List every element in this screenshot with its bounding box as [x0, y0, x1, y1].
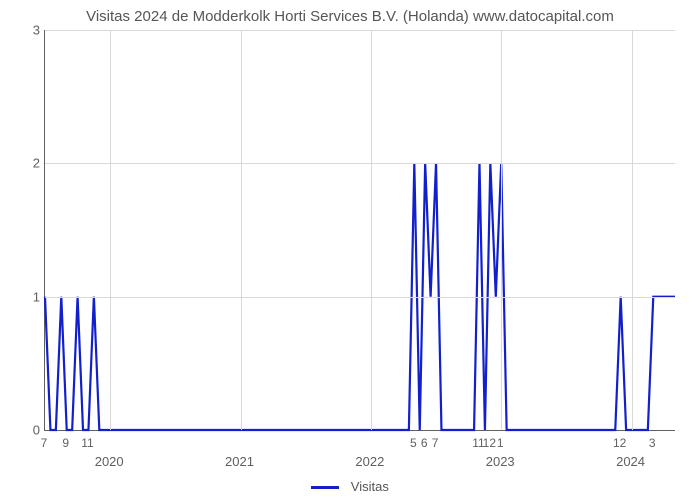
ytick-label: 3	[10, 23, 40, 38]
chart-container: Visitas 2024 de Modderkolk Horti Service…	[0, 0, 700, 500]
xtick-label: 5	[410, 436, 417, 450]
gridline-h	[45, 163, 675, 164]
legend-swatch	[311, 486, 339, 489]
xyear-label: 2023	[486, 454, 515, 469]
gridline-v	[241, 30, 242, 430]
xtick-label: 11	[81, 436, 93, 450]
legend: Visitas	[0, 479, 700, 494]
xtick-label: 12	[613, 436, 626, 450]
xyear-label: 2024	[616, 454, 645, 469]
gridline-v	[501, 30, 502, 430]
xyear-label: 2022	[355, 454, 384, 469]
line-svg	[45, 30, 675, 430]
gridline-h	[45, 297, 675, 298]
ytick-label: 1	[10, 289, 40, 304]
gridline-v	[371, 30, 372, 430]
gridline-v	[110, 30, 111, 430]
chart-title: Visitas 2024 de Modderkolk Horti Service…	[0, 8, 700, 25]
xtick-label: 7	[41, 436, 48, 450]
xyear-label: 2020	[95, 454, 124, 469]
xtick-label: 12	[483, 436, 496, 450]
gridline-v	[632, 30, 633, 430]
xtick-label: 9	[62, 436, 69, 450]
legend-label: Visitas	[351, 479, 389, 494]
plot-area	[44, 30, 675, 431]
ytick-label: 0	[10, 423, 40, 438]
xtick-label: 7	[432, 436, 439, 450]
xtick-label: 1	[497, 436, 504, 450]
ytick-label: 2	[10, 156, 40, 171]
gridline-h	[45, 30, 675, 31]
xtick-label: 6	[421, 436, 428, 450]
xtick-label: 3	[649, 436, 656, 450]
xyear-label: 2021	[225, 454, 254, 469]
